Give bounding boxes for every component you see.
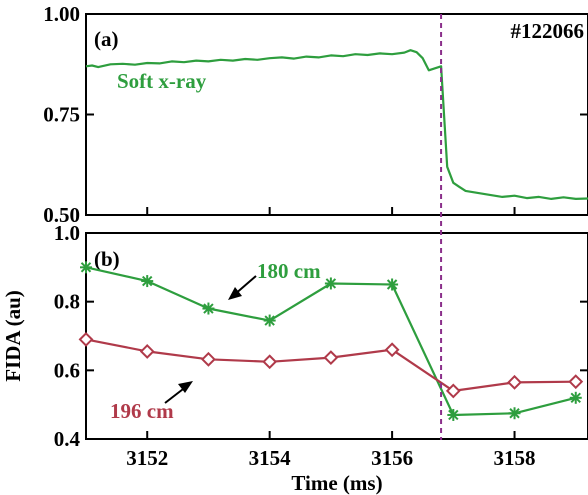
series-line-196-cm — [85, 338, 576, 392]
x-tick-label: 3154 — [249, 446, 292, 470]
series-label-180cm: 180 cm — [257, 259, 321, 283]
x-axis-title: Time (ms) — [291, 471, 382, 495]
panel-a-frame — [85, 13, 588, 216]
data-point-diamond — [568, 374, 584, 390]
series-line-soft-x-ray — [85, 49, 588, 200]
data-point-asterisk — [80, 261, 92, 274]
y-tick-label: 0.75 — [43, 103, 80, 127]
panel-a-label: (a) — [94, 27, 119, 51]
data-point-diamond — [507, 374, 522, 390]
y-tick-label: 0.6 — [54, 358, 80, 382]
panel-b-label: (b) — [94, 247, 120, 271]
series-label-196cm: 196 cm — [110, 399, 174, 423]
panel-a-series — [85, 49, 588, 200]
panel-a-y-axis: 0.50 0.75 1.00 — [43, 2, 588, 227]
panel-a: (a) #122066 Soft x-ray 0.50 0.75 1.00 — [43, 2, 588, 227]
data-point-diamond — [384, 342, 400, 358]
x-tick-label: 3158 — [494, 446, 536, 470]
x-axis: 3152 3154 3156 3158 — [126, 207, 536, 470]
data-point-asterisk — [141, 275, 154, 288]
panel-b-y-axis: 0.4 0.6 0.8 1.0 — [54, 221, 588, 451]
y-axis-title: FIDA (au) — [1, 290, 25, 382]
data-point-diamond — [78, 332, 94, 347]
data-point-asterisk — [324, 277, 337, 290]
arrow-196cm — [164, 381, 193, 404]
y-tick-label: 0.50 — [43, 203, 80, 227]
panel-b-series — [78, 261, 584, 421]
data-point-diamond — [139, 344, 155, 359]
data-point-asterisk — [508, 407, 521, 420]
data-point-diamond — [445, 383, 461, 399]
y-tick-label: 0.4 — [54, 427, 81, 451]
y-tick-label: 1.0 — [54, 221, 80, 245]
x-tick-label: 3152 — [126, 446, 168, 470]
data-point-asterisk — [202, 302, 215, 315]
data-point-asterisk — [447, 408, 460, 421]
data-point-diamond — [201, 351, 216, 367]
y-tick-label: 1.00 — [43, 2, 80, 26]
arrow-180cm — [228, 275, 257, 300]
x-tick-label: 3156 — [371, 446, 413, 470]
shot-number-label: #122066 — [511, 19, 585, 43]
panel-b: (b) FIDA (au) 180 cm 196 cm 0.4 0.6 0.8 1.0 — [1, 221, 588, 451]
data-point-asterisk — [263, 314, 276, 327]
series-label-soft-xray: Soft x-ray — [117, 69, 207, 93]
data-point-asterisk — [386, 278, 399, 291]
data-point-diamond — [323, 350, 339, 366]
data-point-diamond — [262, 354, 278, 370]
data-point-asterisk — [569, 391, 582, 404]
y-tick-label: 0.8 — [54, 290, 80, 314]
